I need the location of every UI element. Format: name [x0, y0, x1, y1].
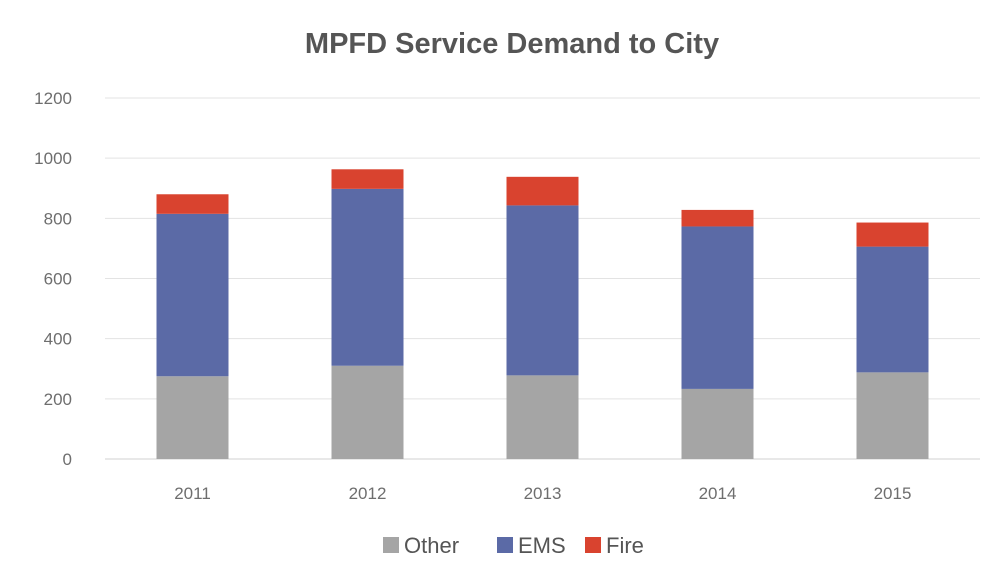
x-tick-label: 2011 — [174, 484, 211, 503]
y-tick-label: 200 — [44, 390, 72, 409]
y-axis-tick-labels: 0 200 400 600 800 1000 1200 — [34, 89, 72, 469]
bar-ems-2013 — [506, 205, 579, 376]
bar-fire-2012 — [331, 169, 404, 189]
bar-fire-2013 — [506, 176, 579, 206]
legend-swatch-other — [383, 537, 399, 553]
legend-label-ems: EMS — [518, 533, 566, 558]
x-tick-label: 2015 — [874, 484, 912, 503]
legend-swatch-fire — [585, 537, 601, 553]
bar-other-2013 — [506, 375, 579, 459]
bar-ems-2014 — [681, 226, 754, 389]
x-axis-tick-labels: 2011 2012 2013 2014 2015 — [174, 484, 911, 503]
y-tick-label: 800 — [44, 209, 72, 228]
legend: Other EMS Fire — [383, 533, 644, 558]
x-tick-label: 2014 — [699, 484, 737, 503]
bar-other-2011 — [156, 376, 229, 459]
bar-ems-2011 — [156, 213, 229, 377]
y-tick-label: 1200 — [34, 89, 72, 108]
legend-swatch-ems — [497, 537, 513, 553]
bar-other-2014 — [681, 388, 754, 459]
bar-fire-2014 — [681, 209, 754, 227]
bar-fire-2015 — [856, 222, 929, 247]
bar-other-2012 — [331, 365, 404, 459]
legend-label-fire: Fire — [606, 533, 644, 558]
bar-ems-2012 — [331, 188, 404, 366]
chart-title: MPFD Service Demand to City — [305, 28, 719, 60]
bar-fire-2011 — [156, 194, 229, 214]
y-tick-label: 1000 — [34, 149, 72, 168]
bar-other-2015 — [856, 372, 929, 459]
bar-ems-2015 — [856, 246, 929, 373]
y-tick-label: 600 — [44, 270, 72, 289]
x-tick-label: 2012 — [349, 484, 387, 503]
bars — [156, 169, 929, 459]
y-tick-label: 0 — [63, 450, 72, 469]
legend-label-other: Other — [404, 533, 459, 558]
x-tick-label: 2013 — [524, 484, 562, 503]
y-tick-label: 400 — [44, 330, 72, 349]
